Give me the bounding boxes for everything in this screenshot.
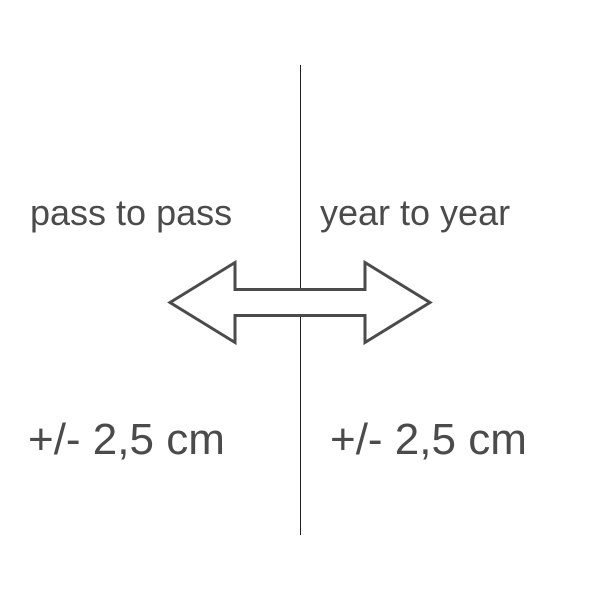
left-title-label: pass to pass xyxy=(30,192,232,234)
double-arrow-icon xyxy=(160,248,440,363)
left-value-label: +/- 2,5 cm xyxy=(28,415,225,465)
diagram-canvas: pass to pass year to year +/- 2,5 cm +/-… xyxy=(0,0,600,600)
right-value-label: +/- 2,5 cm xyxy=(330,415,527,465)
right-title-label: year to year xyxy=(320,192,510,234)
